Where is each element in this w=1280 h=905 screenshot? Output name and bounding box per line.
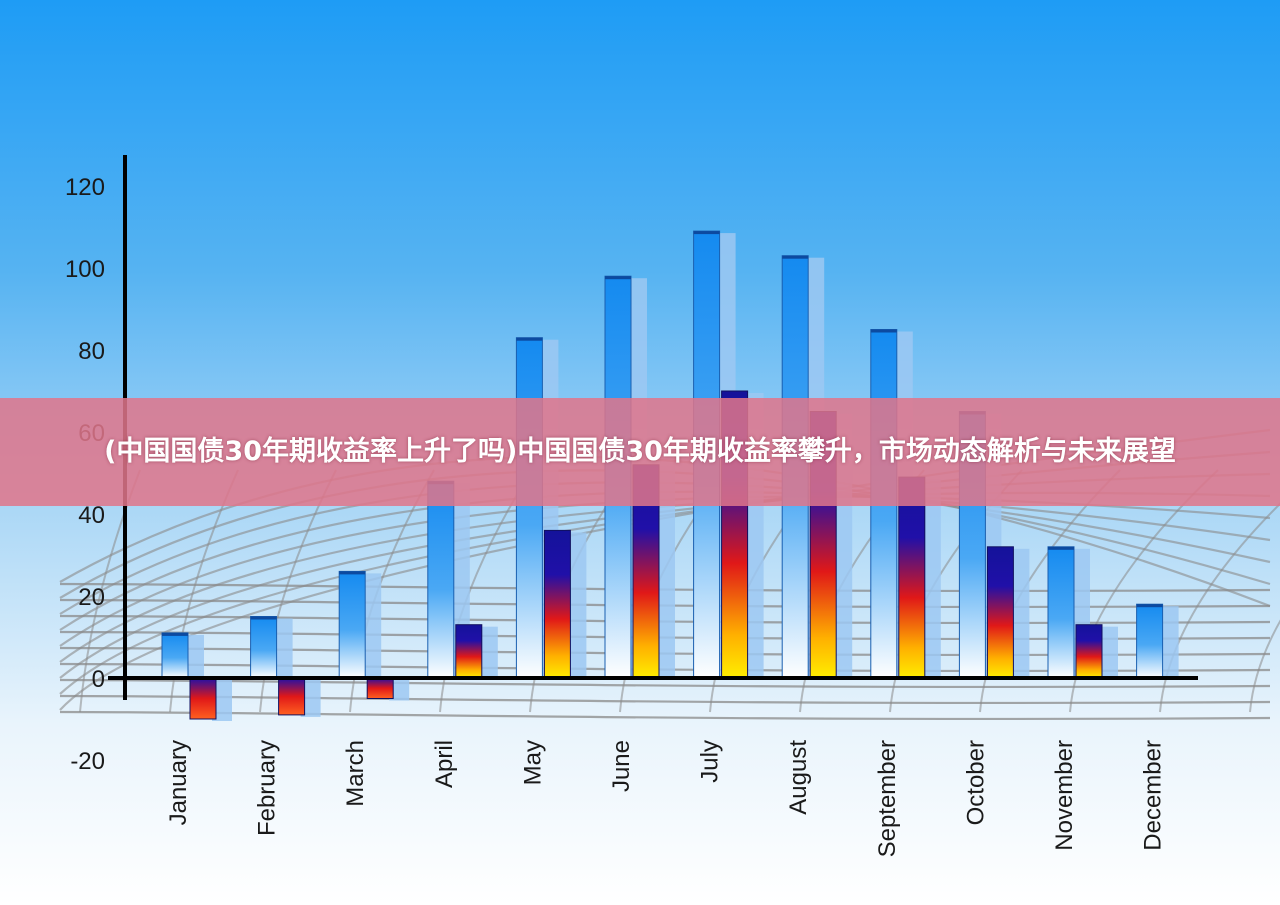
bar-shadow bbox=[566, 532, 587, 678]
x-tick-label: August bbox=[785, 740, 812, 815]
grid-radial bbox=[1249, 619, 1280, 713]
bar-series-a bbox=[515, 337, 543, 679]
bar-shadow bbox=[1158, 606, 1179, 678]
bar-cap bbox=[250, 616, 277, 620]
bar-series-a bbox=[1136, 603, 1164, 679]
bar-series-b bbox=[986, 546, 1014, 679]
bar-series-a bbox=[161, 632, 189, 679]
bar-series-b bbox=[543, 529, 571, 679]
x-tick-label: February bbox=[254, 740, 281, 836]
y-tick-label: 100 bbox=[65, 256, 105, 283]
bar-series-a bbox=[1047, 546, 1075, 679]
bar-shadow bbox=[300, 678, 321, 717]
bar-series-a bbox=[250, 616, 278, 679]
grid-radial bbox=[1159, 502, 1280, 713]
x-tick-label: January bbox=[165, 740, 192, 825]
bar-shadow bbox=[477, 626, 498, 678]
x-tick-label: September bbox=[874, 740, 901, 857]
x-tick-label: April bbox=[431, 740, 458, 788]
bar-cap bbox=[870, 329, 897, 333]
bar-series-b bbox=[1075, 624, 1103, 679]
grid-line bbox=[59, 678, 1271, 689]
y-tick-label: 20 bbox=[78, 584, 105, 611]
x-tick-label: March bbox=[342, 740, 369, 807]
banner-title: (中国国债30年期收益率上升了吗)中国国债30年期收益率攀升，市场动态解析与未来… bbox=[104, 436, 1176, 467]
x-tick-label: June bbox=[608, 740, 635, 792]
bar-series-a bbox=[427, 480, 455, 679]
bar-series-b bbox=[898, 476, 926, 679]
x-tick-label: May bbox=[519, 740, 546, 785]
bar-cap bbox=[1048, 546, 1074, 550]
x-tick-label: November bbox=[1051, 740, 1078, 851]
y-tick-label: 120 bbox=[65, 174, 105, 201]
bar-series-b bbox=[366, 677, 394, 699]
bar-shadow bbox=[389, 678, 410, 701]
bar-cap bbox=[693, 231, 720, 235]
y-tick-label: 0 bbox=[92, 666, 105, 693]
bar-shadow bbox=[361, 573, 382, 678]
bar-shadow bbox=[184, 634, 204, 678]
bar-cap bbox=[782, 255, 809, 259]
bar-shadow bbox=[1098, 626, 1118, 678]
x-tick-label: October bbox=[962, 740, 989, 825]
bar-shadow bbox=[655, 466, 675, 678]
bar-cap bbox=[1136, 604, 1163, 608]
y-tick-label: 40 bbox=[78, 502, 105, 529]
bar-cap bbox=[162, 632, 188, 636]
bar-series-b bbox=[278, 677, 306, 716]
bar-series-b bbox=[455, 624, 483, 679]
x-tick-label: December bbox=[1140, 740, 1167, 851]
bar-cap bbox=[516, 337, 543, 341]
x-tick-label: July bbox=[697, 740, 724, 783]
bar-series-b bbox=[189, 677, 217, 720]
y-tick-label: -20 bbox=[70, 748, 105, 775]
bar-shadow bbox=[272, 618, 293, 678]
y-tick-label: 80 bbox=[78, 338, 105, 365]
bar-shadow bbox=[920, 479, 941, 678]
bar-shadow bbox=[1009, 548, 1030, 678]
bar-cap bbox=[605, 276, 631, 280]
bar-cap bbox=[339, 571, 366, 575]
title-banner: (中国国债30年期收益率上升了吗)中国国债30年期收益率攀升，市场动态解析与未来… bbox=[0, 398, 1280, 506]
bar-shadow bbox=[212, 678, 232, 721]
grid-line bbox=[59, 710, 1271, 721]
grid-line bbox=[59, 694, 1271, 705]
bar-series-a bbox=[338, 570, 366, 679]
